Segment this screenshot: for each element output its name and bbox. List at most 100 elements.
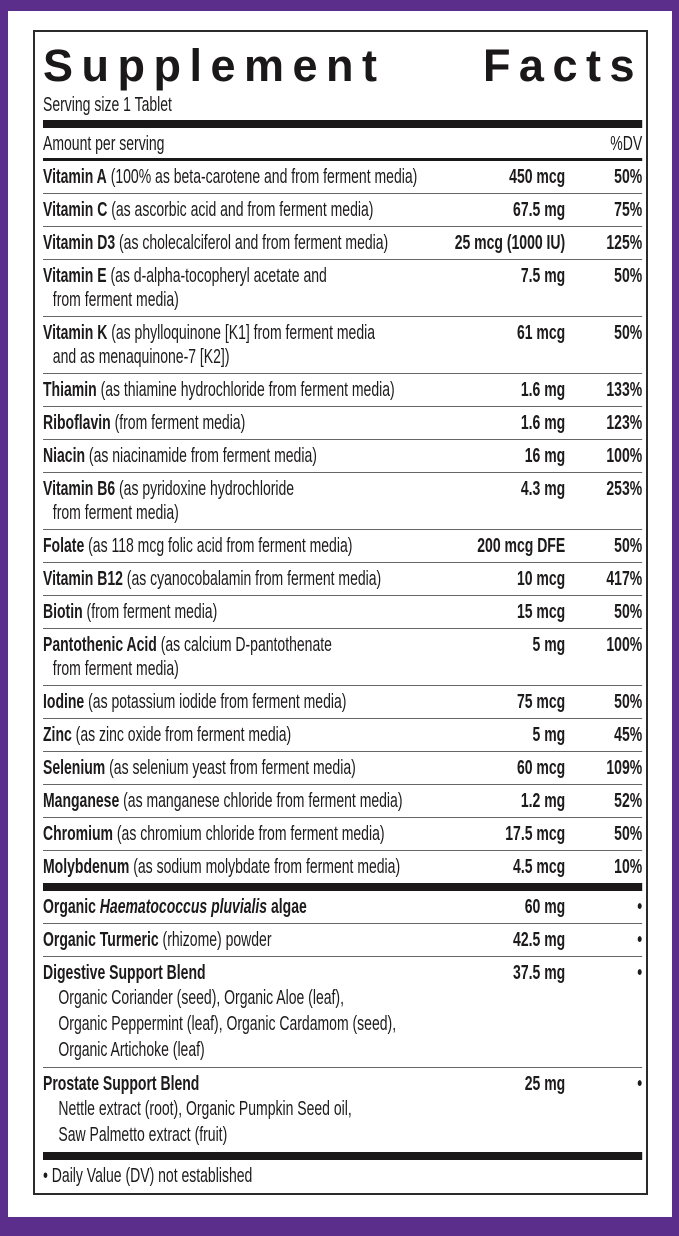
thick-divider [43,120,643,128]
nutrient-line: Vitamin B6 (as pyridoxine hydrochloride [43,477,642,501]
nutrient-row: Riboflavin (from ferment media) 1.6 mg 123… [43,407,643,440]
nutrient-row: Chromium (as chromium chloride from ferm… [43,818,643,851]
footnote: • Daily Value (DV) not established [43,1165,253,1187]
nutrient-dv: 50% [614,322,643,344]
nutrient-name: Riboflavin [43,412,111,434]
nutrient-name: Vitamin E [43,265,107,287]
nutrient-line: Riboflavin (from ferment media) [43,411,642,435]
ingredient-name: Organic Haematococcus pluvialis algae [43,896,307,918]
nutrient-description: (as chromium chloride from ferment media… [116,823,385,845]
nutrient-line: Selenium (as selenium yeast from ferment… [43,756,642,780]
nutrient-line: Folate (as 118 mcg folic acid from ferme… [43,534,642,558]
nutrient-row: Niacin (as niacinamide from ferment medi… [43,440,643,473]
nutrient-amount: 7.5 mg [520,265,566,287]
nutrient-amount: 15 mcg [516,601,566,623]
nutrient-dv: 100% [606,634,643,656]
panel-title: Supplement Facts [43,38,643,94]
nutrient-description: (as 118 mcg folic acid from ferment medi… [88,535,353,557]
ingredient-line: Organic Turmeric (rhizome) powder [43,928,642,952]
nutrient-description-continued: from ferment media) [52,502,179,524]
ingredient-dv: • [637,929,643,951]
nutrient-amount: 25 mcg (1000 IU) [454,232,566,254]
ingredient-name-text: Digestive Support Blend [43,962,206,984]
nutrient-row: Manganese (as manganese chloride from fe… [43,785,643,818]
nutrient-name: Selenium [43,757,106,779]
ingredient-row: Prostate Support Blend Nettle extract (ro… [43,1068,642,1152]
nutrient-amount: 200 mcg DFE [477,535,566,557]
nutrient-row: Vitamin A (100% as beta-carotene and fro… [43,161,643,194]
title-word-2: Facts [482,40,643,91]
nutrient-dv: 50% [614,265,643,287]
ingredient-row: Digestive Support Blend Organic Coriander… [43,957,643,1068]
nutrient-line: Vitamin B12 (as cyanocobalamin from ferm… [43,567,642,591]
nutrient-amount: 4.3 mg [520,478,566,500]
ingredient-amount: 37.5 mg [513,962,566,984]
nutrient-dv: 417% [606,568,643,590]
ingredient-description: (rhizome) powder [162,929,272,951]
nutrient-description: (as potassium iodide from ferment media) [88,691,347,713]
nutrient-amount: 17.5 mcg [505,823,566,845]
nutrient-amount: 16 mg [524,445,566,467]
nutrient-row: Molybdenum (as sodium molybdate from fer… [43,851,642,883]
ingredient-amount: 25 mg [524,1073,566,1095]
nutrient-amount: 5 mg [532,724,566,746]
nutrient-row: Vitamin B6 (as pyridoxine hydrochloride f… [43,473,643,530]
ingredient-dv: • [637,962,643,984]
nutrient-row: Vitamin K (as phylloquinone [K1] from fe… [43,317,643,374]
ingredient-dv: • [637,1073,643,1095]
nutrient-dv: 50% [614,823,643,845]
nutrient-dv: 253% [606,478,643,500]
nutrient-row: Folate (as 118 mcg folic acid from ferme… [43,530,643,563]
ingredient-line: Digestive Support Blend [43,961,642,985]
nutrient-line: Manganese (as manganese chloride from fe… [43,789,642,813]
nutrient-dv: 109% [606,757,643,779]
nutrient-dv: 50% [614,601,643,623]
nutrient-name: Chromium [43,823,113,845]
nutrient-row: Vitamin E (as d-alpha-tocopheryl acetate… [43,260,643,317]
nutrient-line: Chromium (as chromium chloride from ferm… [43,822,642,846]
label-background: Supplement Facts Serving size 1 Tablet A… [8,11,672,1217]
ingredient-name: Digestive Support Blend [43,962,206,984]
thick-divider [43,883,643,891]
ingredient-amount: 42.5 mg [513,929,566,951]
nutrient-description: (as sodium molybdate from ferment media) [133,856,401,878]
nutrient-line: Biotin (from ferment media) [43,600,642,624]
title-word-1: Supplement [43,40,386,91]
nutrient-name: Molybdenum [43,856,130,878]
nutrient-description: (from ferment media) [86,601,218,623]
nutrient-dv: 50% [614,691,643,713]
nutrient-name: Niacin [43,445,86,467]
nutrient-amount: 4.5 mcg [513,856,566,878]
nutrient-dv: 75% [614,199,643,221]
nutrient-name: Thiamin [43,379,97,401]
column-header: Amount per serving %DV [43,128,643,161]
nutrient-description: (100% as beta-carotene and from ferment … [110,166,418,188]
nutrient-line: Vitamin C (as ascorbic acid and from fer… [43,198,642,222]
nutrient-amount: 1.6 mg [520,379,566,401]
nutrient-line: Vitamin K (as phylloquinone [K1] from fe… [43,321,642,345]
ingredient-name-text: Prostate Support Blend [43,1073,200,1095]
nutrient-amount: 450 mcg [509,166,566,188]
nutrient-description-continued: from ferment media) [52,658,179,680]
ingredient-dv: • [637,896,643,918]
nutrient-description: (as cholecalciferol and from ferment med… [118,232,389,254]
nutrient-amount: 5 mg [532,634,566,656]
dv-label: %DV [610,133,643,155]
nutrient-amount: 1.2 mg [520,790,566,812]
blend-component-line: Nettle extract (root), Organic Pumpkin S… [58,1098,352,1120]
nutrient-name: Vitamin D3 [43,232,116,254]
nutrient-dv: 123% [606,412,643,434]
nutrient-row: Iodine (as potassium iodide from ferment… [43,686,643,719]
nutrient-amount: 60 mcg [516,757,566,779]
nutrient-line: Vitamin D3 (as cholecalciferol and from … [43,231,642,255]
nutrient-description: (as cyanocobalamin from ferment media) [126,568,382,590]
nutrient-description: (as manganese chloride from ferment medi… [123,790,403,812]
nutrient-description: (as zinc oxide from ferment media) [75,724,292,746]
facts-content: Serving size 1 Tablet Amount per serving… [43,92,643,1190]
nutrient-name: Vitamin B12 [43,568,123,590]
nutrient-row: Pantothenic Acid (as calcium D-pantothen… [43,629,643,686]
ingredient-name-text: Organic Turmeric [43,929,159,951]
supplement-facts-panel: Supplement Facts Serving size 1 Tablet A… [33,30,648,1195]
nutrient-line: Vitamin A (100% as beta-carotene and fro… [43,165,642,189]
nutrient-line: Thiamin (as thiamine hydrochloride from … [43,378,642,402]
